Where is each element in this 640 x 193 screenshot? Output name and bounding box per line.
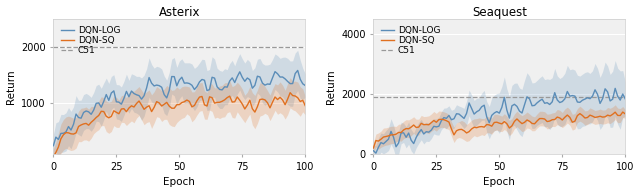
DQN-SQ — [559, 119, 566, 121]
DQN-SQ — [387, 134, 395, 136]
X-axis label: Epoch: Epoch — [483, 177, 515, 187]
Legend: DQN-LOG, DQN-SQ, C51: DQN-LOG, DQN-SQ, C51 — [58, 23, 123, 58]
DQN-LOG — [548, 101, 556, 103]
DQN-SQ — [301, 105, 309, 107]
DQN-SQ — [485, 124, 493, 126]
DQN-LOG — [611, 87, 619, 90]
DQN-SQ — [619, 111, 627, 113]
DQN-LOG — [165, 89, 173, 92]
DQN-SQ — [226, 95, 234, 97]
Y-axis label: Return: Return — [6, 69, 15, 104]
DQN-LOG — [49, 145, 57, 147]
DQN-SQ — [49, 156, 57, 158]
DQN-SQ — [113, 111, 120, 113]
DQN-SQ — [286, 91, 294, 94]
DQN-SQ — [521, 121, 529, 124]
X-axis label: Epoch: Epoch — [163, 177, 195, 187]
DQN-SQ — [621, 113, 629, 115]
Title: Seaquest: Seaquest — [472, 6, 527, 19]
DQN-SQ — [67, 133, 75, 135]
C51 — [369, 96, 377, 98]
DQN-LOG — [435, 125, 443, 127]
DQN-LOG — [201, 79, 209, 81]
DQN-SQ — [201, 104, 209, 106]
DQN-LOG — [621, 98, 629, 100]
DQN-LOG — [226, 80, 234, 82]
Legend: DQN-LOG, DQN-SQ, C51: DQN-LOG, DQN-SQ, C51 — [378, 23, 443, 58]
DQN-LOG — [369, 150, 377, 152]
Line: DQN-SQ: DQN-SQ — [53, 93, 305, 157]
DQN-LOG — [301, 84, 309, 87]
DQN-LOG — [488, 114, 495, 117]
C51 — [52, 46, 60, 48]
DQN-LOG — [67, 129, 75, 131]
C51 — [49, 46, 57, 48]
DQN-LOG — [294, 69, 301, 72]
DQN-SQ — [239, 103, 246, 105]
DQN-SQ — [165, 105, 173, 107]
C51 — [372, 96, 380, 98]
DQN-LOG — [523, 96, 531, 98]
Line: DQN-LOG: DQN-LOG — [373, 88, 625, 153]
Title: Asterix: Asterix — [159, 6, 200, 19]
DQN-LOG — [561, 98, 569, 100]
DQN-LOG — [239, 76, 246, 79]
DQN-SQ — [433, 121, 440, 123]
DQN-SQ — [546, 120, 554, 122]
DQN-SQ — [369, 147, 377, 149]
Line: DQN-LOG: DQN-LOG — [53, 70, 305, 146]
Y-axis label: Return: Return — [326, 69, 335, 104]
Line: DQN-SQ: DQN-SQ — [373, 112, 625, 148]
DQN-LOG — [113, 101, 120, 103]
DQN-LOG — [372, 152, 380, 154]
DQN-LOG — [390, 136, 397, 138]
